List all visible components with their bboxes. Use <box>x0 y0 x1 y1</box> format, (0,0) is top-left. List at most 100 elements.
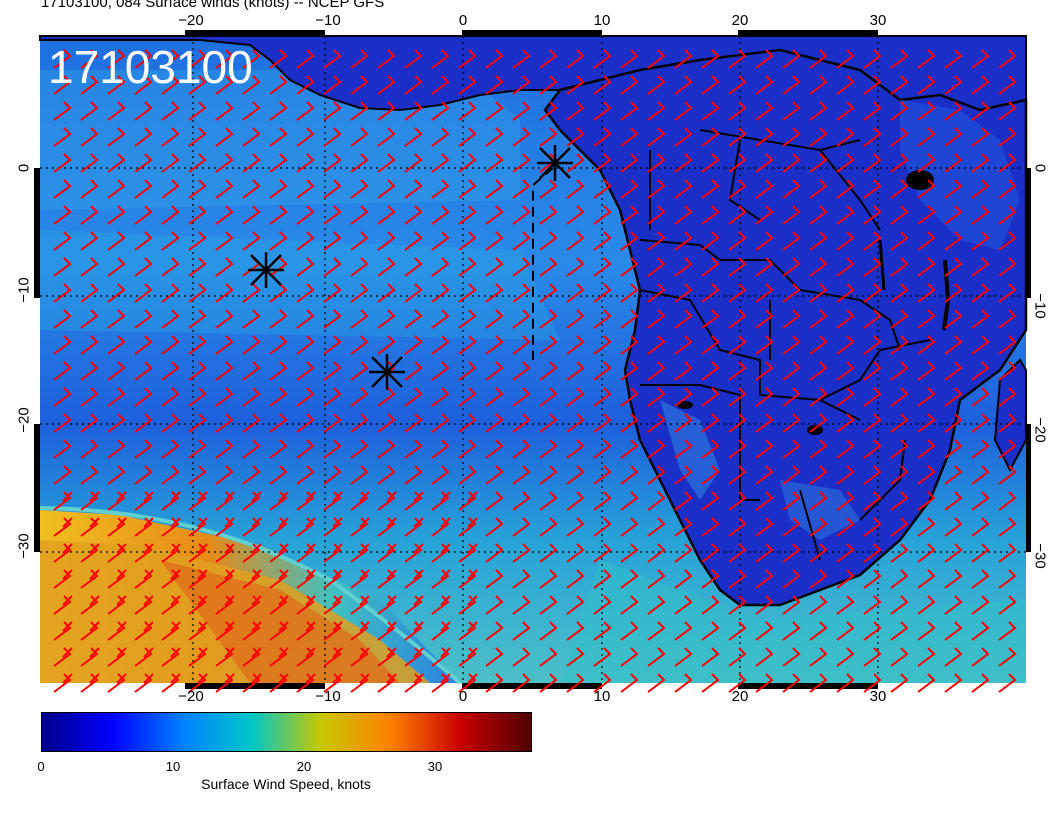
wind-barb <box>269 309 288 329</box>
wind-barb <box>728 439 747 459</box>
wind-barb <box>296 647 316 667</box>
wind-barb <box>971 361 990 381</box>
wind-barb <box>863 413 882 433</box>
wind-barb <box>215 491 235 511</box>
wind-barb <box>215 413 234 433</box>
wind-barb <box>944 257 963 277</box>
wind-barb <box>647 595 666 615</box>
wind-barb <box>593 309 612 329</box>
wind-barb <box>971 465 990 485</box>
wind-barb <box>323 465 342 485</box>
wind-barb <box>701 127 720 147</box>
wind-barb <box>269 413 288 433</box>
wind-barb <box>323 75 342 95</box>
wind-barb <box>404 569 424 589</box>
wind-barb <box>944 673 963 693</box>
wind-barb <box>971 49 990 69</box>
wind-barb <box>890 387 909 407</box>
wind-barb <box>971 179 990 199</box>
wind-barb <box>215 231 234 251</box>
wind-barb <box>647 517 666 537</box>
wind-barb <box>107 387 126 407</box>
wind-barb <box>674 491 693 511</box>
wind-barb <box>809 335 828 355</box>
wind-barb <box>296 439 315 459</box>
wind-barb <box>485 387 504 407</box>
wind-barb <box>782 413 801 433</box>
wind-barb <box>566 439 585 459</box>
wind-barb <box>377 335 396 355</box>
wind-barb <box>944 517 963 537</box>
wind-barb <box>512 153 531 173</box>
wind-barb <box>296 595 316 615</box>
wind-barb <box>296 491 316 511</box>
wind-barb <box>809 179 828 199</box>
wind-barb <box>809 621 828 641</box>
wind-barb <box>998 335 1017 355</box>
wind-barb <box>323 361 342 381</box>
wind-barb <box>80 179 99 199</box>
wind-barb <box>404 465 423 485</box>
wind-barb <box>134 361 153 381</box>
wind-barb <box>809 361 828 381</box>
wind-barb <box>944 127 963 147</box>
wind-barb <box>269 127 288 147</box>
wind-barb <box>890 361 909 381</box>
wind-barb <box>998 257 1017 277</box>
wind-barb <box>674 153 693 173</box>
wind-barb <box>620 205 639 225</box>
wind-barb <box>188 387 207 407</box>
wind-barb <box>215 335 234 355</box>
wind-barb <box>701 465 720 485</box>
wind-barb <box>134 465 153 485</box>
wind-barb <box>188 595 208 615</box>
wind-barb <box>107 179 126 199</box>
wind-barb <box>620 491 639 511</box>
wind-barb <box>269 465 288 485</box>
wind-barb <box>836 231 855 251</box>
wind-barb <box>161 595 181 615</box>
wind-barb <box>80 517 100 537</box>
wind-barb <box>485 127 504 147</box>
wind-barb <box>161 491 181 511</box>
wind-barb <box>863 309 882 329</box>
colorbar-tick: 10 <box>165 759 181 774</box>
wind-barb <box>539 595 558 615</box>
wind-barb <box>782 257 801 277</box>
wind-barb <box>296 335 315 355</box>
wind-barb <box>593 647 612 667</box>
wind-barb <box>539 335 558 355</box>
wind-barb <box>674 387 693 407</box>
wind-barb <box>107 49 126 69</box>
wind-map <box>34 30 1031 693</box>
wind-barb <box>269 673 289 693</box>
wind-barb <box>215 49 234 69</box>
wind-barb <box>458 621 478 641</box>
wind-barb <box>620 673 639 693</box>
wind-barb <box>674 283 693 303</box>
wind-barb <box>458 491 478 511</box>
wind-barb <box>863 387 882 407</box>
wind-barb <box>971 153 990 173</box>
wind-barb <box>566 465 585 485</box>
wind-barb <box>296 179 315 199</box>
wind-barb <box>512 101 531 121</box>
wind-barb <box>917 101 936 121</box>
wind-barb <box>755 621 774 641</box>
wind-barb <box>350 413 369 433</box>
map-title: 17103100, 084 Surface winds (knots) -- N… <box>41 0 385 11</box>
wind-barb <box>593 439 612 459</box>
wind-barb <box>782 361 801 381</box>
wind-barb <box>242 491 262 511</box>
wind-barb <box>485 517 504 537</box>
wind-barb <box>377 257 396 277</box>
wind-barbs <box>53 49 1017 693</box>
wind-barb <box>53 569 73 589</box>
wind-barb <box>917 673 936 693</box>
wind-barb <box>458 335 477 355</box>
wind-barb <box>701 231 720 251</box>
wind-barb <box>836 257 855 277</box>
wind-barb <box>998 75 1017 95</box>
wind-barb <box>512 439 531 459</box>
wind-barb <box>782 439 801 459</box>
